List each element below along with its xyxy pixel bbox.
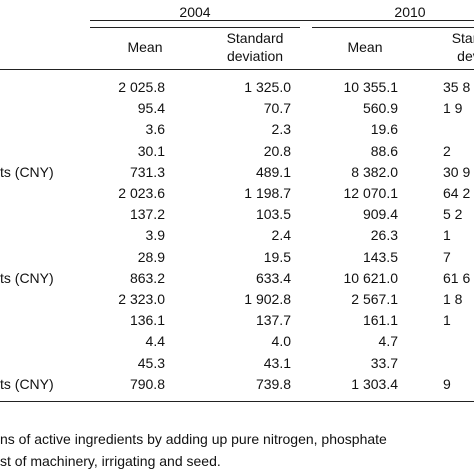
cell: 2 xyxy=(443,142,451,159)
cell: 3.9 xyxy=(145,227,165,244)
cell: 1 8 xyxy=(443,291,463,307)
cell: 143.5 xyxy=(362,248,398,265)
cell: 35 8 xyxy=(443,79,471,95)
cell: 33.7 xyxy=(370,354,398,371)
cell: 10 621.0 xyxy=(343,269,399,286)
cell: 2.3 xyxy=(271,121,291,138)
cell: 136.1 xyxy=(129,312,165,329)
header-rule xyxy=(0,69,474,70)
year-header: 2010 xyxy=(394,4,426,20)
cell: 28.9 xyxy=(137,248,165,265)
cell: 3.6 xyxy=(145,121,165,138)
cell: 2.4 xyxy=(271,227,291,244)
cell: 26.3 xyxy=(370,227,398,244)
cell: 43.1 xyxy=(263,354,291,371)
cell: 731.3 xyxy=(129,163,165,180)
cell: 633.4 xyxy=(255,269,291,286)
cell: 1 xyxy=(443,312,451,329)
cell: 30 9 xyxy=(443,163,471,180)
year-header: 2004 xyxy=(179,4,211,20)
cell: 2 025.8 xyxy=(118,79,165,95)
cell: 8 382.0 xyxy=(351,163,398,180)
top-rule xyxy=(90,20,474,21)
column-header: Stand xyxy=(451,30,474,46)
cell: 1 303.4 xyxy=(351,375,398,392)
cell: 12 070.1 xyxy=(343,185,399,201)
cell: 4.0 xyxy=(271,333,291,350)
cell: 5 2 xyxy=(443,206,463,223)
cell: 909.4 xyxy=(362,206,398,223)
cell: 739.8 xyxy=(255,375,291,392)
cell: 64 2 xyxy=(443,185,471,201)
row-label: ts (CNY) xyxy=(0,269,54,286)
column-header: deviation xyxy=(226,48,284,64)
cell: 1 198.7 xyxy=(244,185,291,201)
column-header: Standard xyxy=(226,30,284,46)
row-label: ts (CNY) xyxy=(0,375,54,392)
footnote: ns of active ingredients by adding up pu… xyxy=(0,431,387,447)
column-header: devi xyxy=(457,48,474,64)
cell: 4.4 xyxy=(145,333,165,350)
cell: 489.1 xyxy=(255,163,291,180)
column-header: Mean xyxy=(347,39,383,55)
cell: 9 xyxy=(443,375,451,392)
cell: 103.5 xyxy=(255,206,291,223)
cell: 1 xyxy=(443,227,451,244)
cell: 88.6 xyxy=(370,142,398,159)
cell: 1 902.8 xyxy=(244,291,291,307)
cell: 161.1 xyxy=(362,312,398,329)
cell: 560.9 xyxy=(362,100,398,117)
cell: 137.7 xyxy=(255,312,291,329)
column-header: Mean xyxy=(127,39,163,55)
cell: 95.4 xyxy=(137,100,165,117)
cell: 863.2 xyxy=(129,269,165,286)
cell: 61 6 xyxy=(443,269,471,286)
row-label: ts (CNY) xyxy=(0,163,54,180)
cell: 2 023.6 xyxy=(118,185,165,201)
cell: 30.1 xyxy=(137,142,165,159)
cell: 20.8 xyxy=(263,142,291,159)
cell: 45.3 xyxy=(137,354,165,371)
cell: 10 355.1 xyxy=(343,79,399,95)
cell: 19.5 xyxy=(263,248,291,265)
group-rule xyxy=(312,27,474,28)
cell: 2 323.0 xyxy=(118,291,165,307)
cell: 19.6 xyxy=(370,121,398,138)
cell: 790.8 xyxy=(129,375,165,392)
group-rule xyxy=(90,27,300,28)
cell: 2 567.1 xyxy=(351,291,398,307)
cell: 4.7 xyxy=(378,333,398,350)
cell: 137.2 xyxy=(129,206,165,223)
bottom-rule xyxy=(0,401,474,402)
cell: 1 9 xyxy=(443,100,463,117)
cell: 70.7 xyxy=(263,100,291,117)
cell: 7 xyxy=(443,248,451,265)
footnote: st of machinery, irrigating and seed. xyxy=(0,453,221,469)
cell: 1 325.0 xyxy=(244,79,291,95)
